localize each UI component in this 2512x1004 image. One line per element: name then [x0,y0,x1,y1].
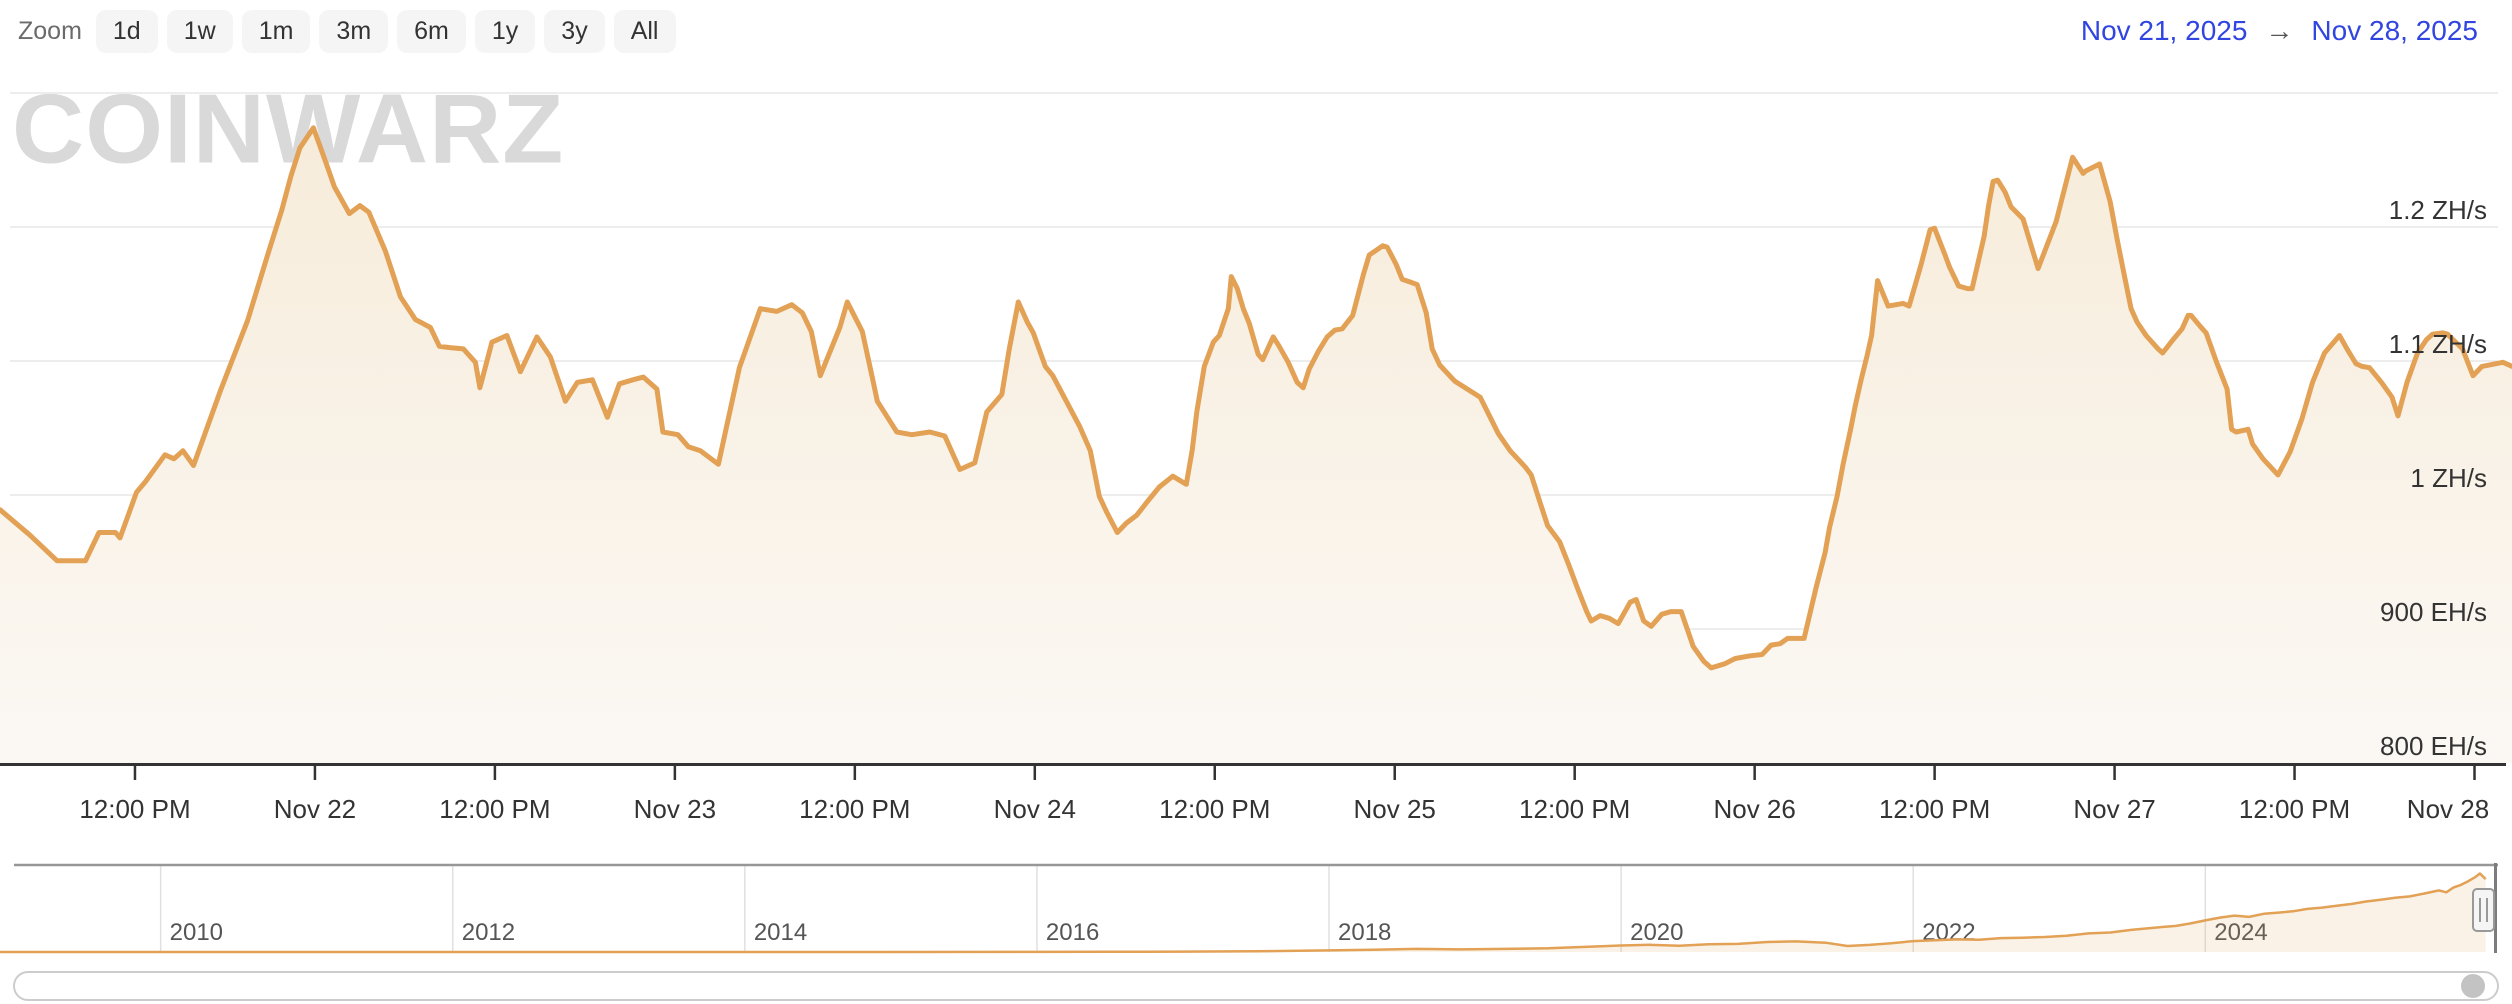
x-axis-label: Nov 27 [2073,794,2155,824]
zoom-button-1w[interactable]: 1w [166,9,233,53]
navigator-year-label: 2012 [462,919,515,946]
x-axis-label: 12:00 PM [1519,794,1630,824]
y-axis-label: 1.2 ZH/s [2389,195,2487,225]
zoom-button-1y[interactable]: 1y [474,9,536,53]
x-axis-label: Nov 22 [274,794,356,824]
x-axis-label: 12:00 PM [79,794,190,824]
coinwarz-logo-watermark: CoinWarz [12,80,564,178]
zoom-button-all[interactable]: All [613,9,676,53]
x-axis-label: 12:00 PM [2239,794,2350,824]
zoom-button-1d[interactable]: 1d [95,9,158,53]
scrollbar-track[interactable] [13,971,2499,1001]
x-axis-label: Nov 24 [994,794,1076,824]
y-axis-label: 800 EH/s [2380,731,2487,761]
y-axis-label: 1 ZH/s [2410,463,2487,493]
zoom-button-6m[interactable]: 6m [397,9,466,53]
x-axis-label: 12:00 PM [439,794,550,824]
zoom-button-3m[interactable]: 3m [319,9,389,53]
navigator-area [0,873,2486,952]
x-axis-label: Nov 28 [2407,794,2489,824]
navigator-handle[interactable] [2472,888,2495,932]
y-axis-label: 900 EH/s [2380,597,2487,627]
navigator-year-label: 2024 [2214,919,2267,946]
zoom-range-buttons: 1d 1w 1m 3m 6m 1y 3y All [95,9,685,53]
x-axis-label: 12:00 PM [799,794,910,824]
zoom-button-1m[interactable]: 1m [241,9,311,53]
navigator-line [0,872,2487,954]
plot-area[interactable] [0,93,2512,763]
zoom-range-label: Zoom [18,16,82,45]
toolbar: Zoom 1d 1w 1m 3m 6m 1y 3y All Nov 21, 2025 → No… [0,6,2512,56]
range-start-date[interactable]: Nov 21, 2025 [2080,15,2248,46]
navigator-year-label: 2020 [1630,919,1683,946]
navigator-handle-box[interactable] [2472,888,2495,932]
arrow-right-icon: → [2265,15,2294,46]
navigator-year-label: 2010 [170,919,223,946]
hashrate-line [0,125,2512,671]
hashrate-area [0,127,2512,764]
x-axis-label: 12:00 PM [1159,794,1270,824]
x-axis-label: Nov 26 [1713,794,1795,824]
navigator-year-label: 2016 [1046,919,1099,946]
range-end-date[interactable]: Nov 28, 2025 [2311,15,2478,46]
x-axis-label: Nov 25 [1354,794,1436,824]
zoom-button-3y[interactable]: 3y [544,9,605,53]
scrollbar-thumb[interactable] [2461,974,2485,998]
x-axis-label: 12:00 PM [1879,794,1990,824]
y-axis-label: 1.1 ZH/s [2389,329,2487,359]
navigator-year-label: 2018 [1338,919,1391,946]
navigator-year-label: 2014 [754,919,807,946]
x-axis-label: Nov 23 [634,794,716,824]
